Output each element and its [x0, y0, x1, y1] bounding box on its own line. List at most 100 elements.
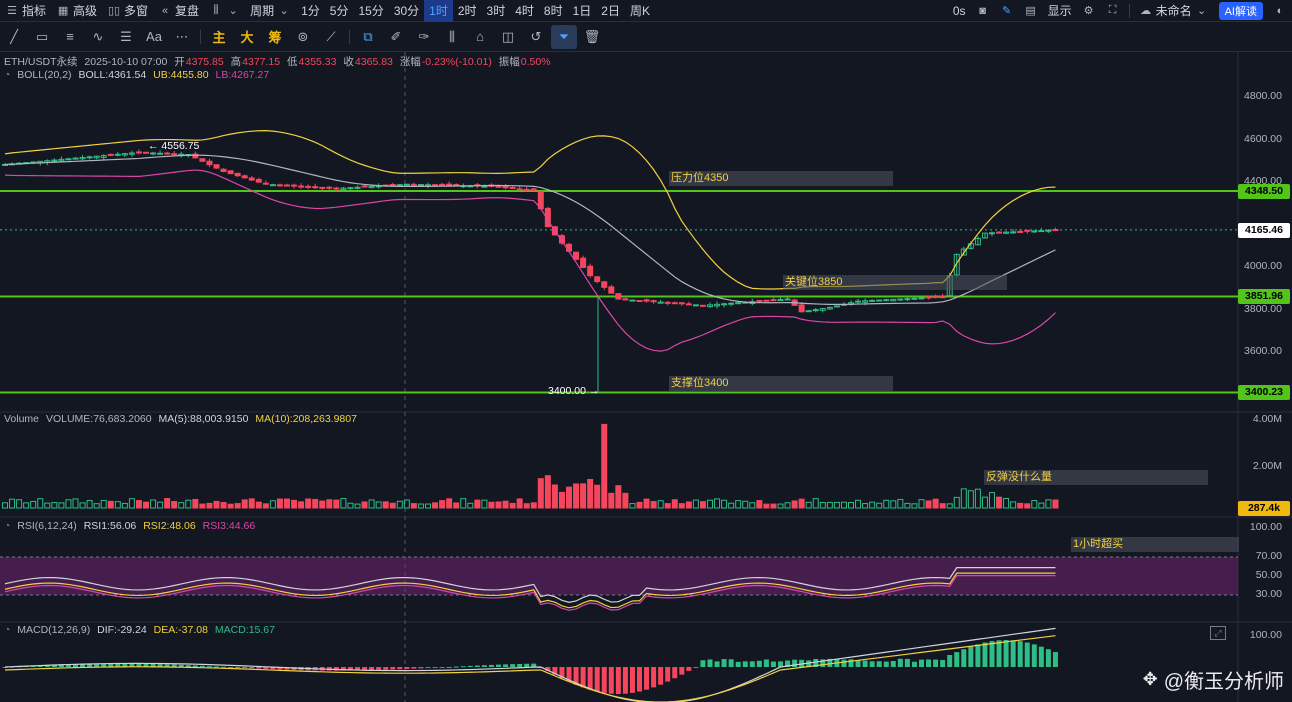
period-dropdown[interactable]: 周期 ⌄	[245, 0, 296, 22]
draw-button[interactable]: ✎	[995, 0, 1019, 22]
chart-area[interactable]: ETH/USDT永续 2025-10-10 07:00 开4375.85 高43…	[0, 52, 1292, 702]
candle-body	[594, 276, 601, 282]
resistance-note[interactable]: 压力位4350	[669, 171, 893, 186]
timeframe-tab[interactable]: 2日	[601, 4, 620, 18]
macd-bar	[876, 661, 882, 667]
candle-body	[763, 299, 770, 302]
volume-bar	[16, 499, 23, 509]
macd-bar	[362, 667, 368, 671]
timeframe-tab[interactable]: 3时	[486, 4, 506, 18]
volume-bar	[474, 499, 481, 509]
screenshot-button[interactable]: ◙	[971, 0, 995, 22]
big-order-button[interactable]: 大	[240, 30, 254, 45]
candle-body	[1017, 230, 1024, 233]
timeframe-tab[interactable]: 30分	[393, 4, 420, 18]
volume-bar	[1031, 500, 1038, 509]
timeframe-tab[interactable]: 8时	[543, 4, 563, 18]
volume-legend: Volume VOLUME:76,683.2060 MA(5):88,003.9…	[4, 413, 357, 425]
chart-type-dropdown[interactable]: ⫼ ⌄	[204, 0, 245, 22]
measure-tool-button[interactable]: ⟋	[318, 25, 344, 49]
volume-bar	[432, 502, 439, 509]
volume-bar	[72, 498, 79, 509]
rsi2-line	[4, 572, 1056, 609]
volume-bar	[657, 500, 664, 509]
price-axis-label: 4800.00	[1244, 90, 1282, 102]
candles-tool-button[interactable]: ⫼	[439, 25, 465, 49]
notification-button[interactable]: ◐	[1268, 0, 1292, 22]
macd-bar	[80, 663, 86, 667]
candle-body	[960, 248, 967, 256]
template-button[interactable]: ▤	[1019, 0, 1043, 22]
fullscreen-icon: ⛶	[1108, 4, 1117, 16]
volume-bar	[904, 502, 911, 509]
candle-body	[911, 297, 918, 300]
advanced-button[interactable]: ▦ 高级	[57, 4, 98, 18]
macd-bar	[185, 665, 191, 667]
volume-bar	[135, 500, 142, 509]
macd-bar	[432, 667, 438, 668]
volume-bar	[953, 496, 960, 509]
volume-bar	[777, 503, 784, 509]
candle-body	[756, 300, 763, 303]
timeframe-tab[interactable]: 2时	[457, 4, 477, 18]
macd-bar	[418, 667, 424, 669]
ai-interpret-button[interactable]: AI解读	[1214, 0, 1268, 22]
delete-tool-button[interactable]: 🗑	[579, 25, 605, 49]
timeframe-tab[interactable]: 1分	[301, 4, 320, 18]
main-force-button[interactable]: 主	[212, 30, 226, 45]
display-button[interactable]: 显示	[1047, 4, 1072, 18]
line-tool-button[interactable]: ╱	[1, 25, 27, 49]
candle-body	[664, 301, 671, 304]
settings-button[interactable]: ⚙	[1077, 0, 1101, 22]
support-note[interactable]: 支撑位3400	[669, 376, 893, 391]
timeframe-tab[interactable]: 15分	[358, 4, 384, 18]
timeframe-tab[interactable]: 5分	[329, 4, 349, 18]
candle-body	[220, 168, 227, 172]
magic-tool-button[interactable]: ↺	[523, 25, 549, 49]
key-level-note[interactable]: 关键位3850	[783, 275, 1007, 290]
price-axis-label: 3600.00	[1244, 345, 1282, 357]
candle-body	[974, 237, 981, 246]
macd-bar	[926, 659, 932, 667]
volume-bar	[678, 503, 685, 509]
fullscreen-button[interactable]: ⛶	[1101, 0, 1125, 22]
replay-button[interactable]: «复盘	[153, 0, 204, 22]
fib-tool-button[interactable]: ☰	[113, 25, 139, 49]
chips-button[interactable]: 筹	[268, 30, 282, 45]
macd-bar	[679, 667, 685, 675]
volume-bar	[107, 500, 114, 509]
magnet-tool-button[interactable]: ⊚	[290, 25, 316, 49]
macd-bar	[559, 667, 565, 679]
multi-window-button[interactable]: ▯▯ 多窗	[107, 4, 149, 18]
note-tool-button[interactable]: ◫	[495, 25, 521, 49]
rebound-note[interactable]: 反弹没什么量	[984, 470, 1208, 485]
indicator-button[interactable]: ☰ 指标	[0, 0, 51, 22]
macd-bar	[87, 663, 93, 667]
bell-icon: ◐	[1276, 4, 1284, 17]
candle-body	[721, 303, 728, 306]
rsi-note[interactable]: 1小时超买	[1071, 537, 1239, 552]
timeframe-tab[interactable]: 4时	[515, 4, 534, 18]
parallel-tool-button[interactable]: ≡	[57, 25, 83, 49]
copy-tool-button[interactable]: ⧉	[355, 25, 381, 49]
volume-bar	[9, 498, 16, 509]
candle-body	[735, 302, 742, 305]
macd-bar	[228, 667, 234, 668]
rectangle-tool-button[interactable]: ▭	[29, 25, 55, 49]
highlighter-tool-button[interactable]: ✑	[411, 25, 437, 49]
wave-tool-button[interactable]: ∿	[85, 25, 111, 49]
expand-icon[interactable]: ⤢	[1210, 626, 1226, 640]
text-tool-button[interactable]: Aa	[141, 25, 167, 49]
chart-canvas[interactable]	[0, 52, 1292, 702]
more-tools-button[interactable]: ⋯	[169, 25, 195, 49]
candle-body	[58, 158, 65, 162]
filter-tool-button[interactable]: ⏷	[551, 24, 577, 49]
layout-name-dropdown[interactable]: ☁ 未命名 ⌄	[1134, 0, 1214, 22]
timeframe-tab[interactable]: 1日	[572, 4, 592, 18]
timeframe-tab[interactable]: 1时	[424, 0, 453, 22]
lock-tool-button[interactable]: ⌂	[467, 25, 493, 49]
brush-tool-button[interactable]: ✐	[383, 25, 409, 49]
chevron-down-icon: ⌄	[1196, 5, 1207, 17]
volume-bar	[382, 501, 389, 509]
timeframe-tab[interactable]: 周K	[629, 4, 650, 18]
